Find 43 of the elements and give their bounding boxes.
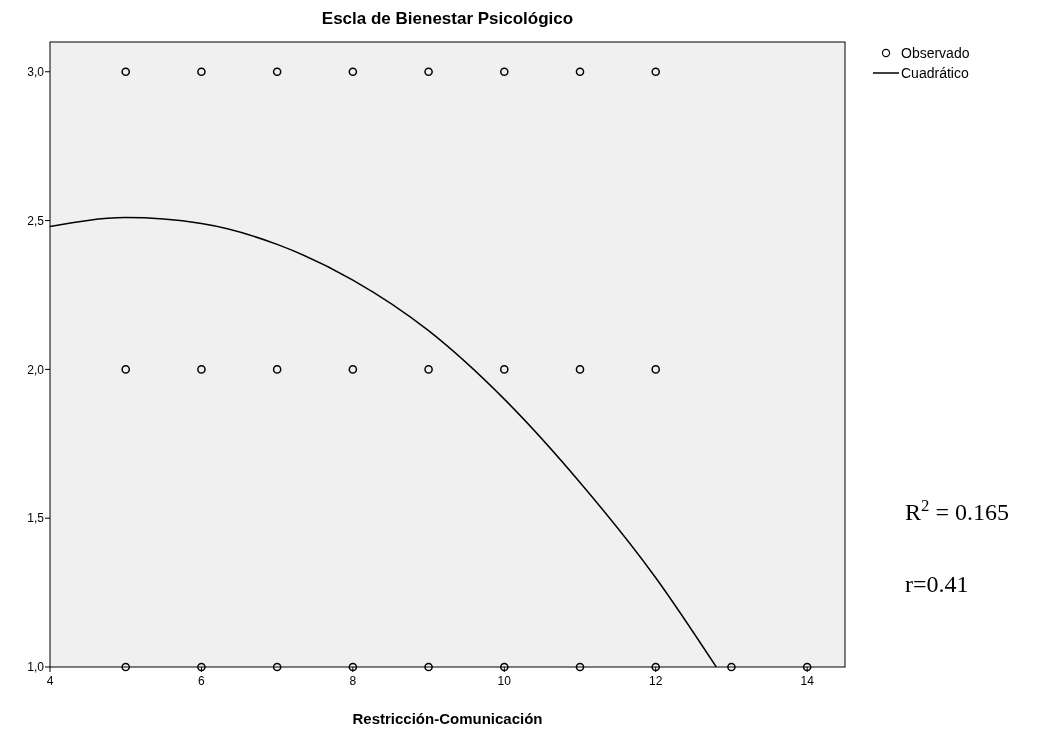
text: r=0.41: [905, 571, 969, 597]
point: [424, 67, 433, 77]
y-tick-label: 1,5: [27, 511, 45, 526]
y-tick-label: 2,5: [27, 213, 45, 228]
point: [197, 365, 206, 374]
point: [575, 662, 585, 672]
legend-label: Observado: [901, 44, 970, 61]
x-tick-label: 10: [497, 674, 512, 688]
point: [424, 365, 433, 374]
x-tick-label: 8: [349, 674, 357, 688]
x-tick-label: 6: [198, 674, 206, 688]
point: [651, 365, 661, 374]
point: [272, 365, 282, 374]
y-tick-label: 2,0: [27, 362, 45, 377]
point: [348, 662, 358, 672]
point: [424, 662, 433, 672]
point: [651, 67, 661, 77]
point: [272, 662, 282, 672]
point: [802, 662, 812, 672]
point: [197, 662, 206, 672]
point: [272, 67, 282, 77]
point: [121, 365, 131, 374]
text: R$^{2}$ = 0.165: [905, 495, 1009, 525]
point: [499, 662, 509, 672]
point: [575, 67, 585, 77]
point: [499, 67, 509, 77]
point: [727, 662, 736, 672]
point: [499, 365, 509, 374]
point: [348, 67, 358, 77]
x-tick-label: 12: [649, 674, 663, 688]
chart-title: Escla de Bienestar Psicológico: [321, 9, 574, 28]
point: [575, 365, 585, 374]
point: [197, 67, 206, 77]
y-tick-label: 3,0: [27, 64, 45, 79]
legend-label: Cuadrático: [901, 64, 969, 81]
x-axis-title: Restricción-Comunicación: [352, 710, 543, 727]
y-tick-label: 1,0: [27, 660, 45, 675]
point: [121, 662, 131, 672]
point: [651, 662, 661, 672]
point: [348, 365, 358, 374]
point: [121, 67, 131, 77]
x-tick-label: 4: [46, 674, 54, 688]
x-tick-label: 14: [800, 674, 815, 688]
